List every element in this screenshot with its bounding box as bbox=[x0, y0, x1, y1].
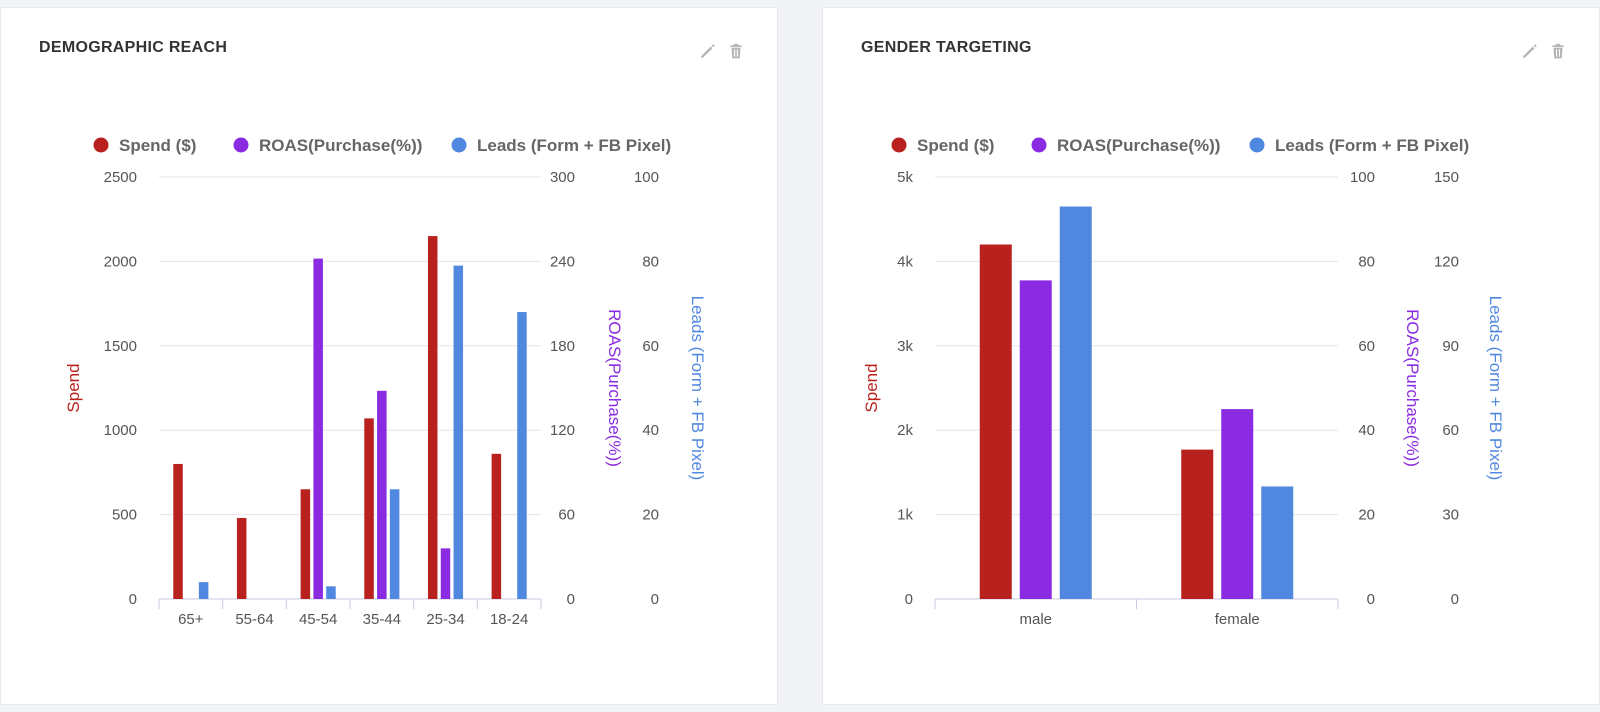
leads-tick-label: 60 bbox=[642, 338, 659, 355]
bar[interactable] bbox=[1059, 206, 1092, 600]
roas-tick-label: 20 bbox=[1358, 507, 1375, 524]
bar[interactable] bbox=[173, 463, 183, 599]
roas-tick-label: 100 bbox=[1350, 169, 1375, 186]
category-label: male bbox=[1019, 611, 1052, 628]
bar[interactable] bbox=[979, 244, 1012, 599]
panel-title: GENDER TARGETING bbox=[861, 39, 1032, 56]
leads-tick-label: 150 bbox=[1434, 169, 1459, 186]
category-label: 55-64 bbox=[235, 611, 273, 628]
legend-item[interactable]: Spend ($) bbox=[891, 136, 995, 155]
spend-tick-label: 0 bbox=[129, 591, 137, 608]
leads-tick-label: 60 bbox=[1442, 422, 1459, 439]
spend-tick-label: 4k bbox=[897, 253, 913, 270]
category-label: 65+ bbox=[178, 611, 204, 628]
spend-tick-label: 2k bbox=[897, 422, 913, 439]
leads-axis-title: Leads (Form + FB Pixel) bbox=[688, 296, 707, 481]
legend-item[interactable]: Leads (Form + FB Pixel) bbox=[1249, 136, 1470, 155]
leads-tick-label: 40 bbox=[642, 422, 659, 439]
leads-axis-title: Leads (Form + FB Pixel) bbox=[1486, 296, 1505, 481]
spend-tick-label: 1k bbox=[897, 507, 913, 524]
bar[interactable] bbox=[1181, 449, 1214, 599]
roas-tick-label: 300 bbox=[550, 169, 575, 186]
svg-text:ROAS(Purchase(%)): ROAS(Purchase(%)) bbox=[259, 136, 422, 155]
roas-tick-label: 80 bbox=[1358, 253, 1375, 270]
bar[interactable] bbox=[364, 418, 374, 599]
leads-tick-label: 30 bbox=[1442, 507, 1459, 524]
bar[interactable] bbox=[389, 489, 400, 599]
pencil-icon[interactable] bbox=[1521, 42, 1539, 60]
bar[interactable] bbox=[326, 586, 336, 599]
bar[interactable] bbox=[427, 236, 438, 599]
roas-tick-label: 0 bbox=[567, 591, 575, 608]
spend-tick-label: 500 bbox=[112, 507, 137, 524]
roas-tick-label: 0 bbox=[1367, 591, 1375, 608]
spend-tick-label: 3k bbox=[897, 338, 913, 355]
category-label: 18-24 bbox=[490, 611, 528, 628]
bar[interactable] bbox=[1019, 280, 1052, 599]
spend-tick-label: 0 bbox=[905, 591, 913, 608]
bar[interactable] bbox=[491, 453, 502, 599]
legend-item[interactable]: Spend ($) bbox=[93, 136, 197, 155]
bar[interactable] bbox=[440, 548, 451, 599]
svg-text:Spend ($): Spend ($) bbox=[917, 136, 994, 155]
leads-tick-label: 100 bbox=[634, 169, 659, 186]
gender-targeting-chart: Spend ($) ROAS(Purchase(%)) Leads (Form + … bbox=[862, 136, 1505, 628]
spend-axis-title: Spend bbox=[64, 363, 83, 412]
svg-text:Leads (Form + FB Pixel): Leads (Form + FB Pixel) bbox=[1275, 136, 1469, 155]
roas-axis-title: ROAS(Purchase(%)) bbox=[1403, 309, 1422, 467]
bar[interactable] bbox=[377, 390, 387, 599]
bar[interactable] bbox=[236, 517, 247, 599]
trash-icon[interactable] bbox=[727, 42, 745, 60]
svg-text:Spend ($): Spend ($) bbox=[119, 136, 196, 155]
svg-text:ROAS(Purchase(%)): ROAS(Purchase(%)) bbox=[1057, 136, 1220, 155]
spend-tick-label: 2000 bbox=[104, 253, 137, 270]
panel-actions bbox=[699, 42, 745, 60]
spend-tick-label: 1500 bbox=[104, 338, 137, 355]
spend-axis-title: Spend bbox=[862, 363, 881, 412]
roas-tick-label: 240 bbox=[550, 253, 575, 270]
bar[interactable] bbox=[1261, 486, 1294, 599]
bar[interactable] bbox=[1221, 409, 1254, 599]
spend-tick-label: 1000 bbox=[104, 422, 137, 439]
roas-tick-label: 180 bbox=[550, 338, 575, 355]
demographic-reach-panel: DEMOGRAPHIC REACH Spend ($) ROAS(Purchase… bbox=[0, 7, 778, 705]
panel-actions bbox=[1521, 42, 1567, 60]
bar[interactable] bbox=[300, 489, 311, 599]
pencil-icon[interactable] bbox=[699, 42, 717, 60]
roas-tick-label: 60 bbox=[1358, 338, 1375, 355]
category-label: 45-54 bbox=[299, 611, 337, 628]
roas-tick-label: 60 bbox=[558, 507, 575, 524]
legend-item[interactable]: Leads (Form + FB Pixel) bbox=[451, 136, 672, 155]
leads-tick-label: 0 bbox=[651, 591, 659, 608]
category-label: 35-44 bbox=[363, 611, 401, 628]
leads-tick-label: 20 bbox=[642, 507, 659, 524]
bar[interactable] bbox=[313, 258, 323, 599]
svg-text:Leads (Form + FB Pixel): Leads (Form + FB Pixel) bbox=[477, 136, 671, 155]
category-label: 25-34 bbox=[426, 611, 464, 628]
spend-tick-label: 2500 bbox=[104, 169, 137, 186]
gender-targeting-panel: GENDER TARGETING Spend ($) ROAS(Purchase(… bbox=[822, 7, 1600, 705]
roas-axis-title: ROAS(Purchase(%)) bbox=[605, 309, 624, 467]
bar[interactable] bbox=[198, 582, 209, 599]
roas-tick-label: 120 bbox=[550, 422, 575, 439]
leads-tick-label: 80 bbox=[642, 253, 659, 270]
leads-tick-label: 90 bbox=[1442, 338, 1459, 355]
spend-tick-label: 5k bbox=[897, 169, 913, 186]
bar[interactable] bbox=[517, 312, 527, 599]
demographic-reach-chart: Spend ($) ROAS(Purchase(%)) Leads (Form + … bbox=[64, 136, 707, 628]
roas-tick-label: 40 bbox=[1358, 422, 1375, 439]
category-label: female bbox=[1215, 611, 1260, 628]
trash-icon[interactable] bbox=[1549, 42, 1567, 60]
leads-tick-label: 0 bbox=[1451, 591, 1459, 608]
legend-item[interactable]: ROAS(Purchase(%)) bbox=[233, 136, 423, 155]
leads-tick-label: 120 bbox=[1434, 253, 1459, 270]
bar[interactable] bbox=[453, 265, 464, 599]
legend-item[interactable]: ROAS(Purchase(%)) bbox=[1031, 136, 1221, 155]
panel-title: DEMOGRAPHIC REACH bbox=[39, 39, 228, 56]
